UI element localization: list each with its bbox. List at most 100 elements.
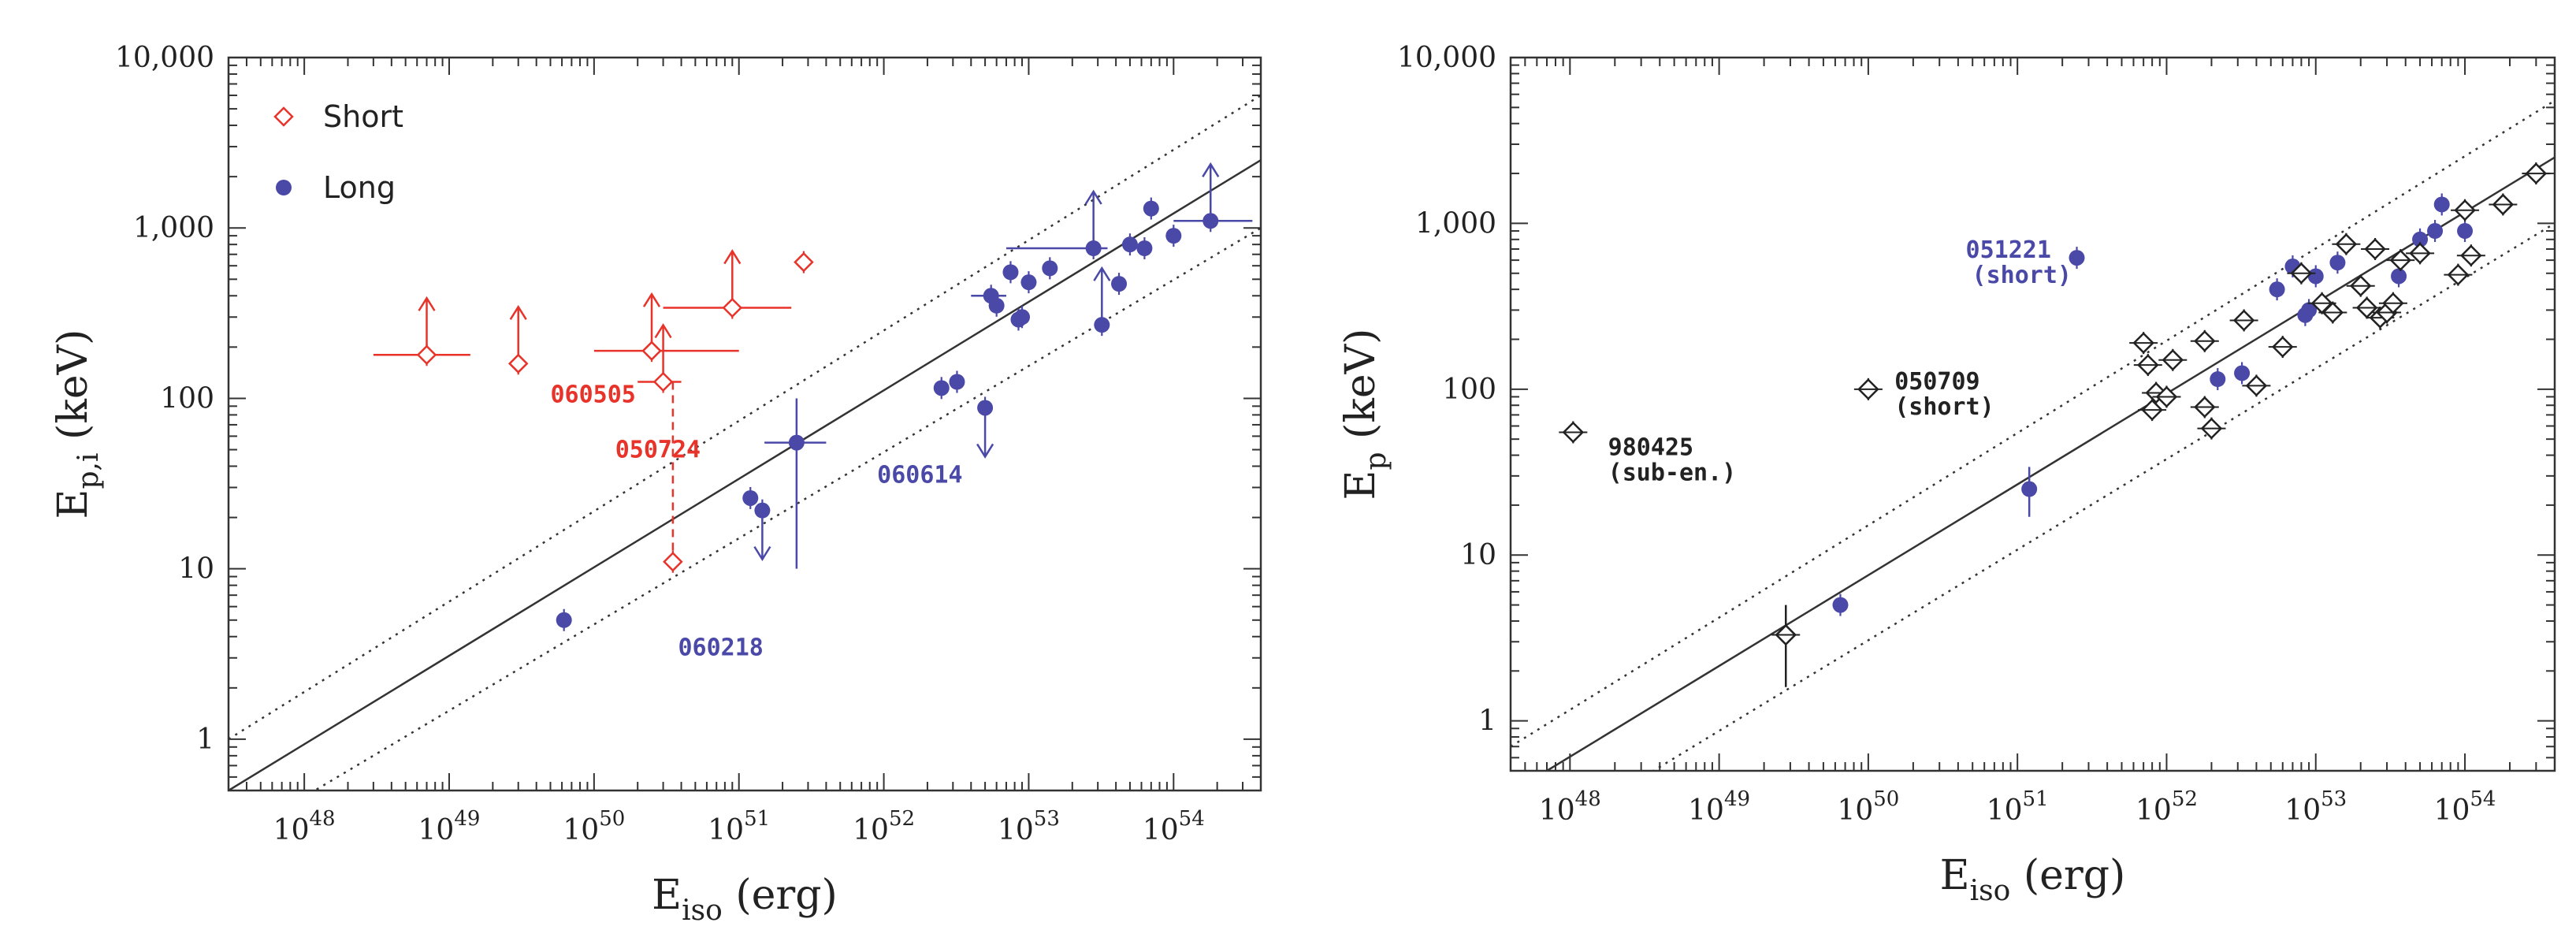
plot-frame — [1509, 56, 2556, 772]
x-tick-label: 1052 — [853, 807, 915, 846]
left-chart: 1048 1049 1050 1051 1052 1053 1054 1 10 100 1,000 1… — [50, 42, 1262, 927]
data-point — [2406, 242, 2435, 265]
circle-marker — [754, 502, 771, 519]
data-point — [1020, 271, 1037, 294]
point-annotation: 060218 — [678, 634, 763, 662]
circle-marker — [1165, 228, 1182, 244]
diamond-marker — [794, 251, 814, 273]
lower-bound-line — [313, 227, 1261, 790]
data-point — [2069, 247, 2085, 270]
data-point — [1002, 261, 1019, 284]
legend-entry: Short — [273, 99, 403, 134]
data-point — [753, 499, 771, 561]
y-tick-label: 10 — [1460, 539, 1496, 571]
data-point — [2522, 162, 2551, 185]
data-point — [2234, 362, 2251, 385]
circle-marker — [1111, 276, 1128, 292]
circle-marker — [1014, 309, 1031, 326]
data-point — [2129, 332, 2158, 355]
circle-marker — [2412, 231, 2429, 247]
data-point — [2456, 244, 2485, 267]
circle-marker — [276, 180, 292, 195]
circle-marker — [1203, 213, 1219, 229]
data-point — [2021, 467, 2038, 517]
y-tick-label: 10,000 — [115, 42, 214, 74]
data-point — [593, 292, 739, 363]
circle-marker — [1094, 317, 1110, 333]
data-point — [2457, 220, 2474, 243]
data-point — [2268, 336, 2297, 359]
data-point — [2133, 354, 2162, 377]
data-point — [637, 323, 682, 393]
x-tick-label: 1051 — [708, 807, 770, 846]
data-point — [2346, 274, 2375, 297]
diamond-marker — [416, 344, 437, 366]
data-point — [1173, 162, 1253, 232]
data-point — [742, 486, 759, 509]
circle-marker — [988, 297, 1005, 314]
circle-marker — [2329, 255, 2346, 271]
point-annotation: 051221 — [1966, 236, 2051, 264]
data-point — [2489, 193, 2518, 216]
x-tick-label: 1049 — [418, 807, 481, 846]
best-fit-line — [229, 159, 1261, 790]
right-chart-panel: 1048 1049 1050 1051 1052 1053 1054 1 10 100 1,000 1… — [1288, 0, 2576, 930]
circle-marker — [2069, 250, 2085, 266]
plot-area — [229, 94, 1261, 790]
circle-marker — [1085, 240, 1102, 256]
circle-marker — [1020, 274, 1037, 291]
x-tick-label: 1052 — [2136, 787, 2198, 827]
data-point — [1136, 236, 1153, 259]
data-point — [1771, 604, 1801, 687]
data-point — [764, 398, 827, 569]
data-point — [2361, 238, 2390, 261]
data-point — [1005, 189, 1108, 259]
circle-marker — [2391, 268, 2407, 285]
limit-arrow-head — [418, 296, 436, 311]
data-point — [663, 550, 683, 573]
point-annotation-sub: (sub-en.) — [1608, 459, 1737, 487]
limit-arrow-head — [1202, 162, 1220, 177]
plot-frame — [227, 56, 1262, 792]
limit-arrow-head — [654, 323, 672, 339]
limit-arrow-head — [723, 249, 742, 265]
x-axis-title: Eiso (erg) — [1940, 852, 2126, 907]
circle-marker — [2234, 365, 2251, 381]
circle-marker — [1136, 240, 1153, 256]
data-point — [2329, 251, 2346, 274]
circle-marker — [1042, 260, 1058, 277]
x-tick-label: 1051 — [1987, 787, 2049, 827]
data-point — [556, 608, 572, 631]
y-tick-label: 1,000 — [1415, 207, 1496, 240]
data-point — [663, 249, 792, 319]
data-point — [1111, 273, 1128, 296]
diamond-marker — [641, 340, 662, 361]
x-tick-label: 1050 — [1837, 787, 1899, 827]
limit-arrow-head — [642, 292, 661, 307]
data-point — [1143, 197, 1159, 220]
data-point — [1014, 306, 1031, 329]
data-point — [2190, 329, 2219, 352]
y-tick-label: 1 — [196, 724, 214, 756]
data-point — [1832, 593, 1849, 616]
data-point — [1559, 421, 1588, 444]
right-chart: 1048 1049 1050 1051 1052 1053 1054 1 10 100 1,000 1… — [1337, 42, 2556, 907]
y-axis-title: Ep (keV) — [1337, 329, 1392, 500]
point-annotation: 050709 — [1894, 368, 1979, 396]
point-annotation: 980425 — [1608, 434, 1693, 462]
x-tick-label: 1048 — [273, 807, 336, 846]
legend-label: Short — [323, 99, 403, 134]
circle-marker — [1002, 264, 1019, 281]
y-tick-label: 10,000 — [1397, 42, 1496, 74]
circle-marker — [556, 612, 572, 628]
limit-arrow-head — [753, 545, 771, 561]
x-tick-label: 1054 — [1143, 807, 1205, 846]
x-tick-label: 1054 — [2434, 787, 2496, 827]
data-point — [2229, 309, 2258, 332]
limit-arrow-head — [1093, 266, 1111, 281]
data-point — [988, 294, 1005, 317]
y-tick-label: 1,000 — [133, 212, 214, 244]
data-point — [2444, 263, 2473, 286]
y-tick-label: 10 — [178, 553, 214, 586]
data-point — [2287, 262, 2316, 285]
